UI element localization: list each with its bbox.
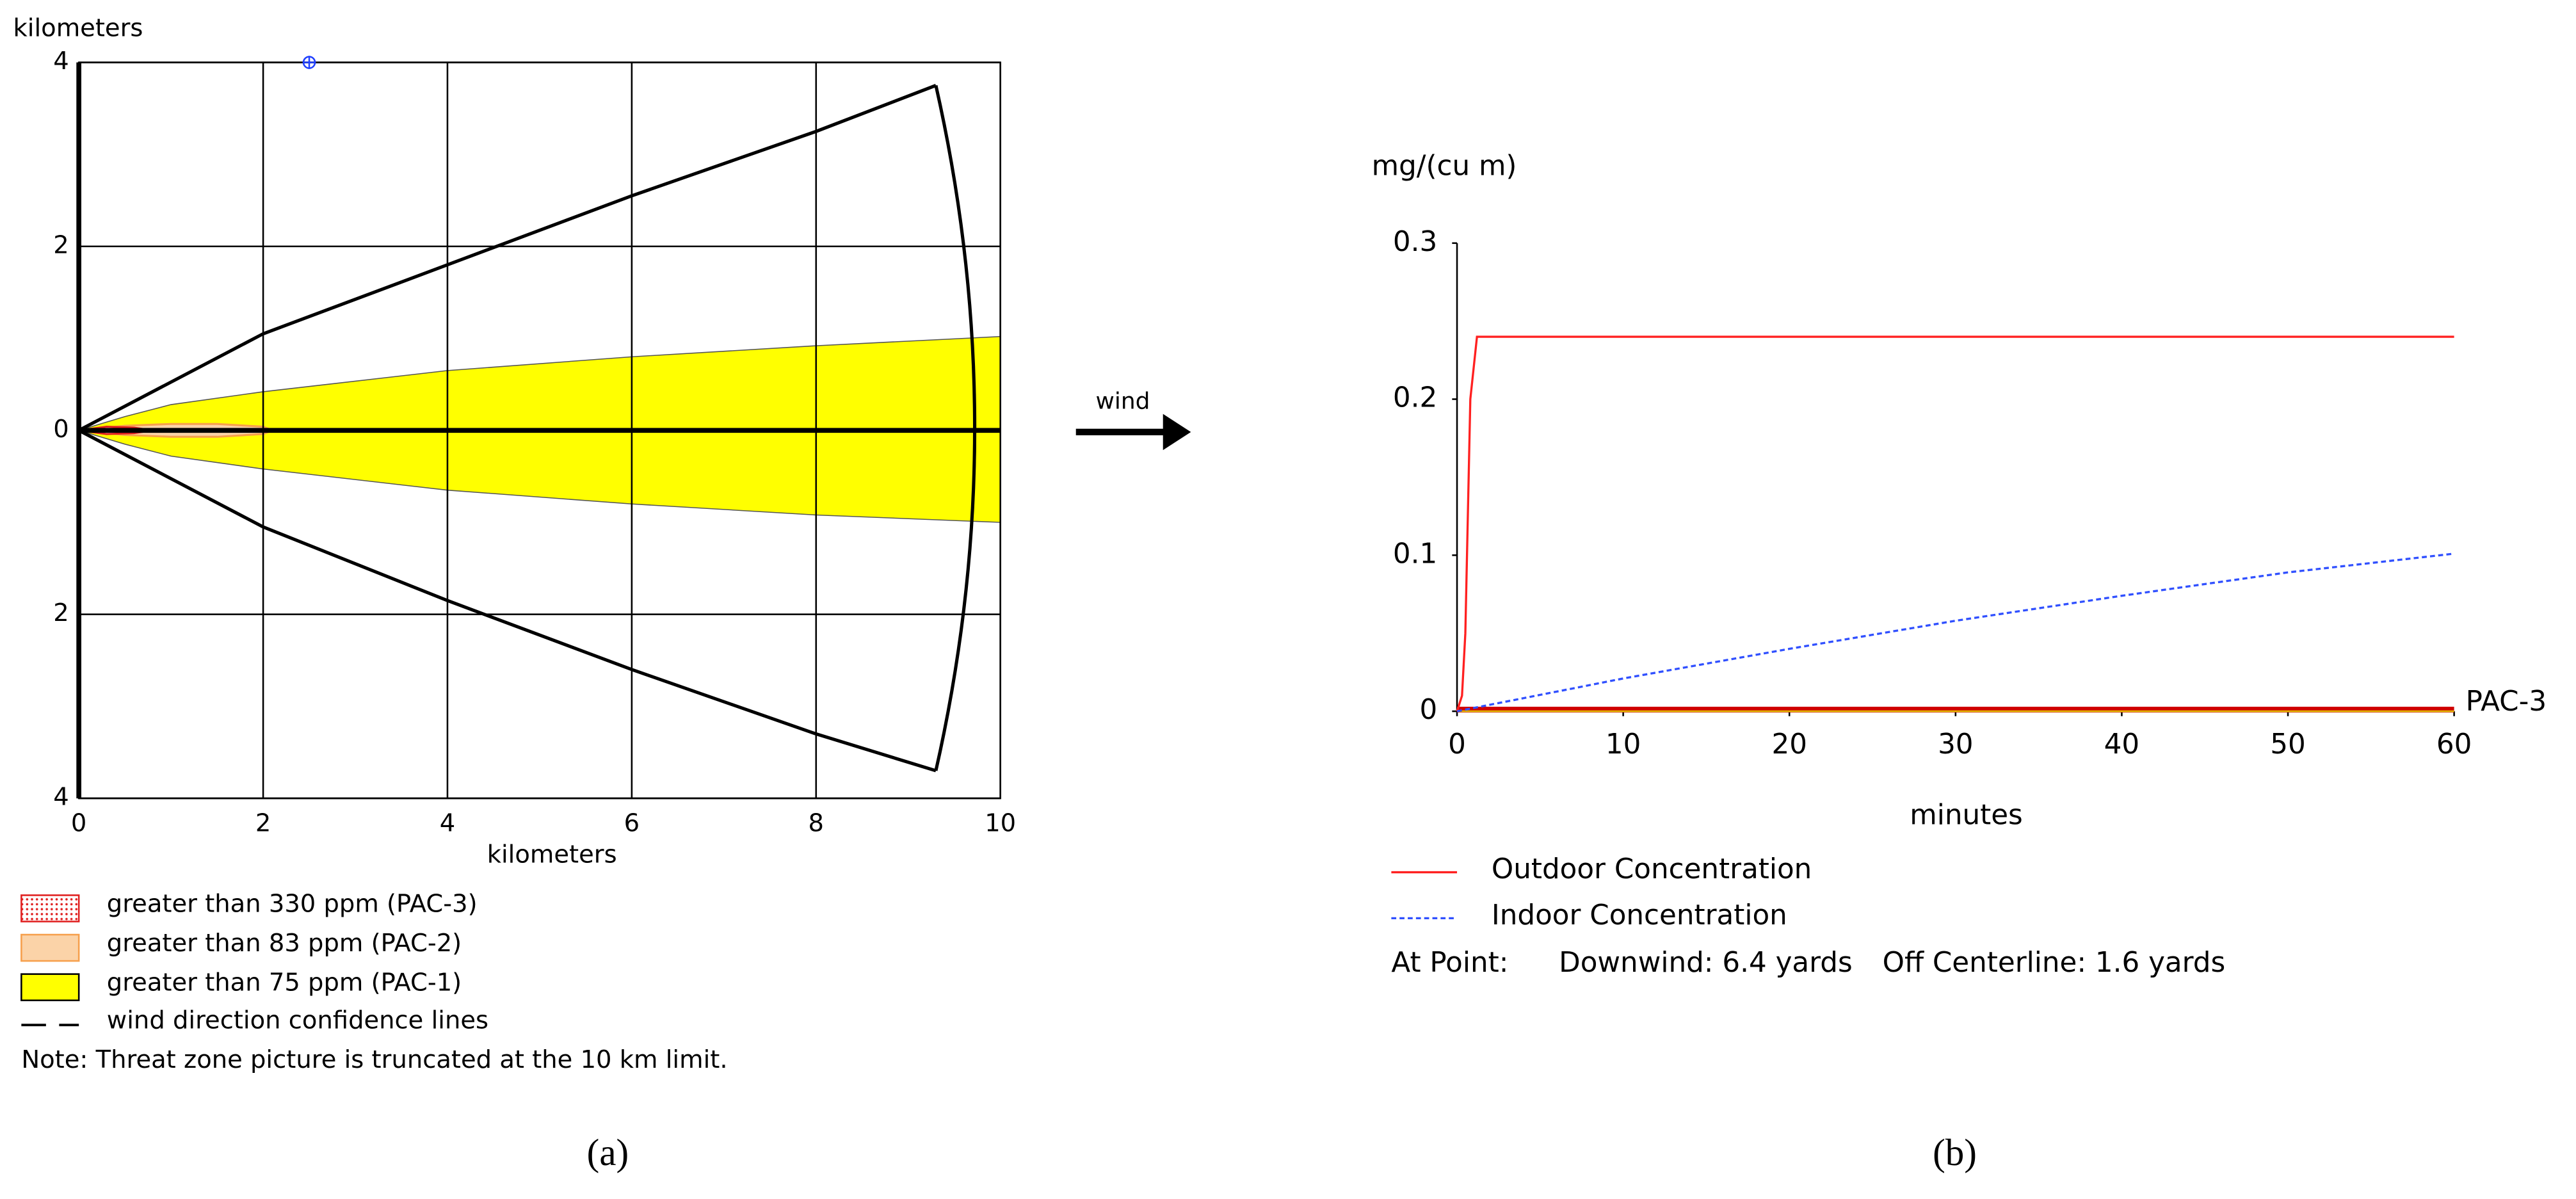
x-tick-label: 8: [809, 809, 824, 838]
x-tick-label: 10: [985, 809, 1016, 838]
source-marker: [302, 56, 316, 69]
y-tick-label: 0.1: [1393, 538, 1437, 570]
y-tick-label: 0: [1420, 694, 1438, 726]
x-tick-label: 4: [440, 809, 455, 838]
confidence-line: [77, 429, 937, 773]
wind-arrow-head: [1163, 414, 1191, 451]
x-tick-label: 30: [1938, 728, 1974, 760]
threshold-label: PAC-3: [2466, 686, 2547, 718]
panel-label: (b): [1933, 1131, 1977, 1173]
point-info: At Point:: [1391, 947, 1508, 979]
y-tick-label: 2: [53, 599, 68, 627]
legend-label: greater than 75 ppm (PAC-1): [107, 969, 462, 997]
x-tick-label: 60: [2436, 728, 2472, 760]
legend-swatch: [20, 933, 80, 962]
x-tick-label: 0: [1448, 728, 1466, 760]
confidence-line: [77, 84, 937, 432]
x-tick-label: 50: [2270, 728, 2306, 760]
y-tick-label: 0.2: [1393, 382, 1437, 414]
y-tick-label: 4: [53, 47, 68, 76]
series-line: [1456, 552, 2454, 712]
legend-swatch: [20, 973, 80, 1001]
legend-label: wind direction confidence lines: [107, 1006, 488, 1035]
y-tick-label: 4: [53, 783, 68, 812]
legend-label: Indoor Concentration: [1492, 899, 1787, 931]
y-axis-label: mg/(cu m): [1372, 150, 1517, 182]
y-tick-label: 2: [53, 230, 68, 259]
x-tick-label: 0: [71, 809, 86, 838]
x-tick-label: 20: [1771, 728, 1807, 760]
legend-swatch: [20, 894, 80, 922]
legend-label: greater than 83 ppm (PAC-2): [107, 929, 462, 958]
legend-label: Outdoor Concentration: [1492, 853, 1812, 885]
x-tick-label: 40: [2104, 728, 2140, 760]
x-axis-label: kilometers: [487, 840, 617, 869]
figure-body: wind 0 2 4 6 8 1042024kilometerskilometersgre…: [13, 14, 2547, 1173]
wind-label: wind: [1096, 389, 1150, 415]
x-tick-label: 6: [624, 809, 640, 838]
marker-cross: [302, 56, 316, 69]
note: Note: Threat zone picture is truncated a…: [21, 1045, 727, 1074]
legend-label: greater than 330 ppm (PAC-3): [107, 889, 478, 918]
panel-label: (a): [587, 1131, 629, 1173]
x-axis-label: minutes: [1910, 799, 2023, 831]
y-tick-label: 0.3: [1393, 226, 1437, 258]
x-tick-label: 2: [255, 809, 271, 838]
series-line: [1456, 335, 2454, 712]
x-tick-label: 10: [1606, 728, 1641, 760]
point-info: Downwind: 6.4 yards: [1559, 947, 1853, 979]
y-tick-label: 0: [53, 415, 68, 444]
y-axis-label: kilometers: [13, 14, 143, 43]
point-info: Off Centerline: 1.6 yards: [1883, 947, 2226, 979]
confidence-arc: [934, 84, 977, 771]
